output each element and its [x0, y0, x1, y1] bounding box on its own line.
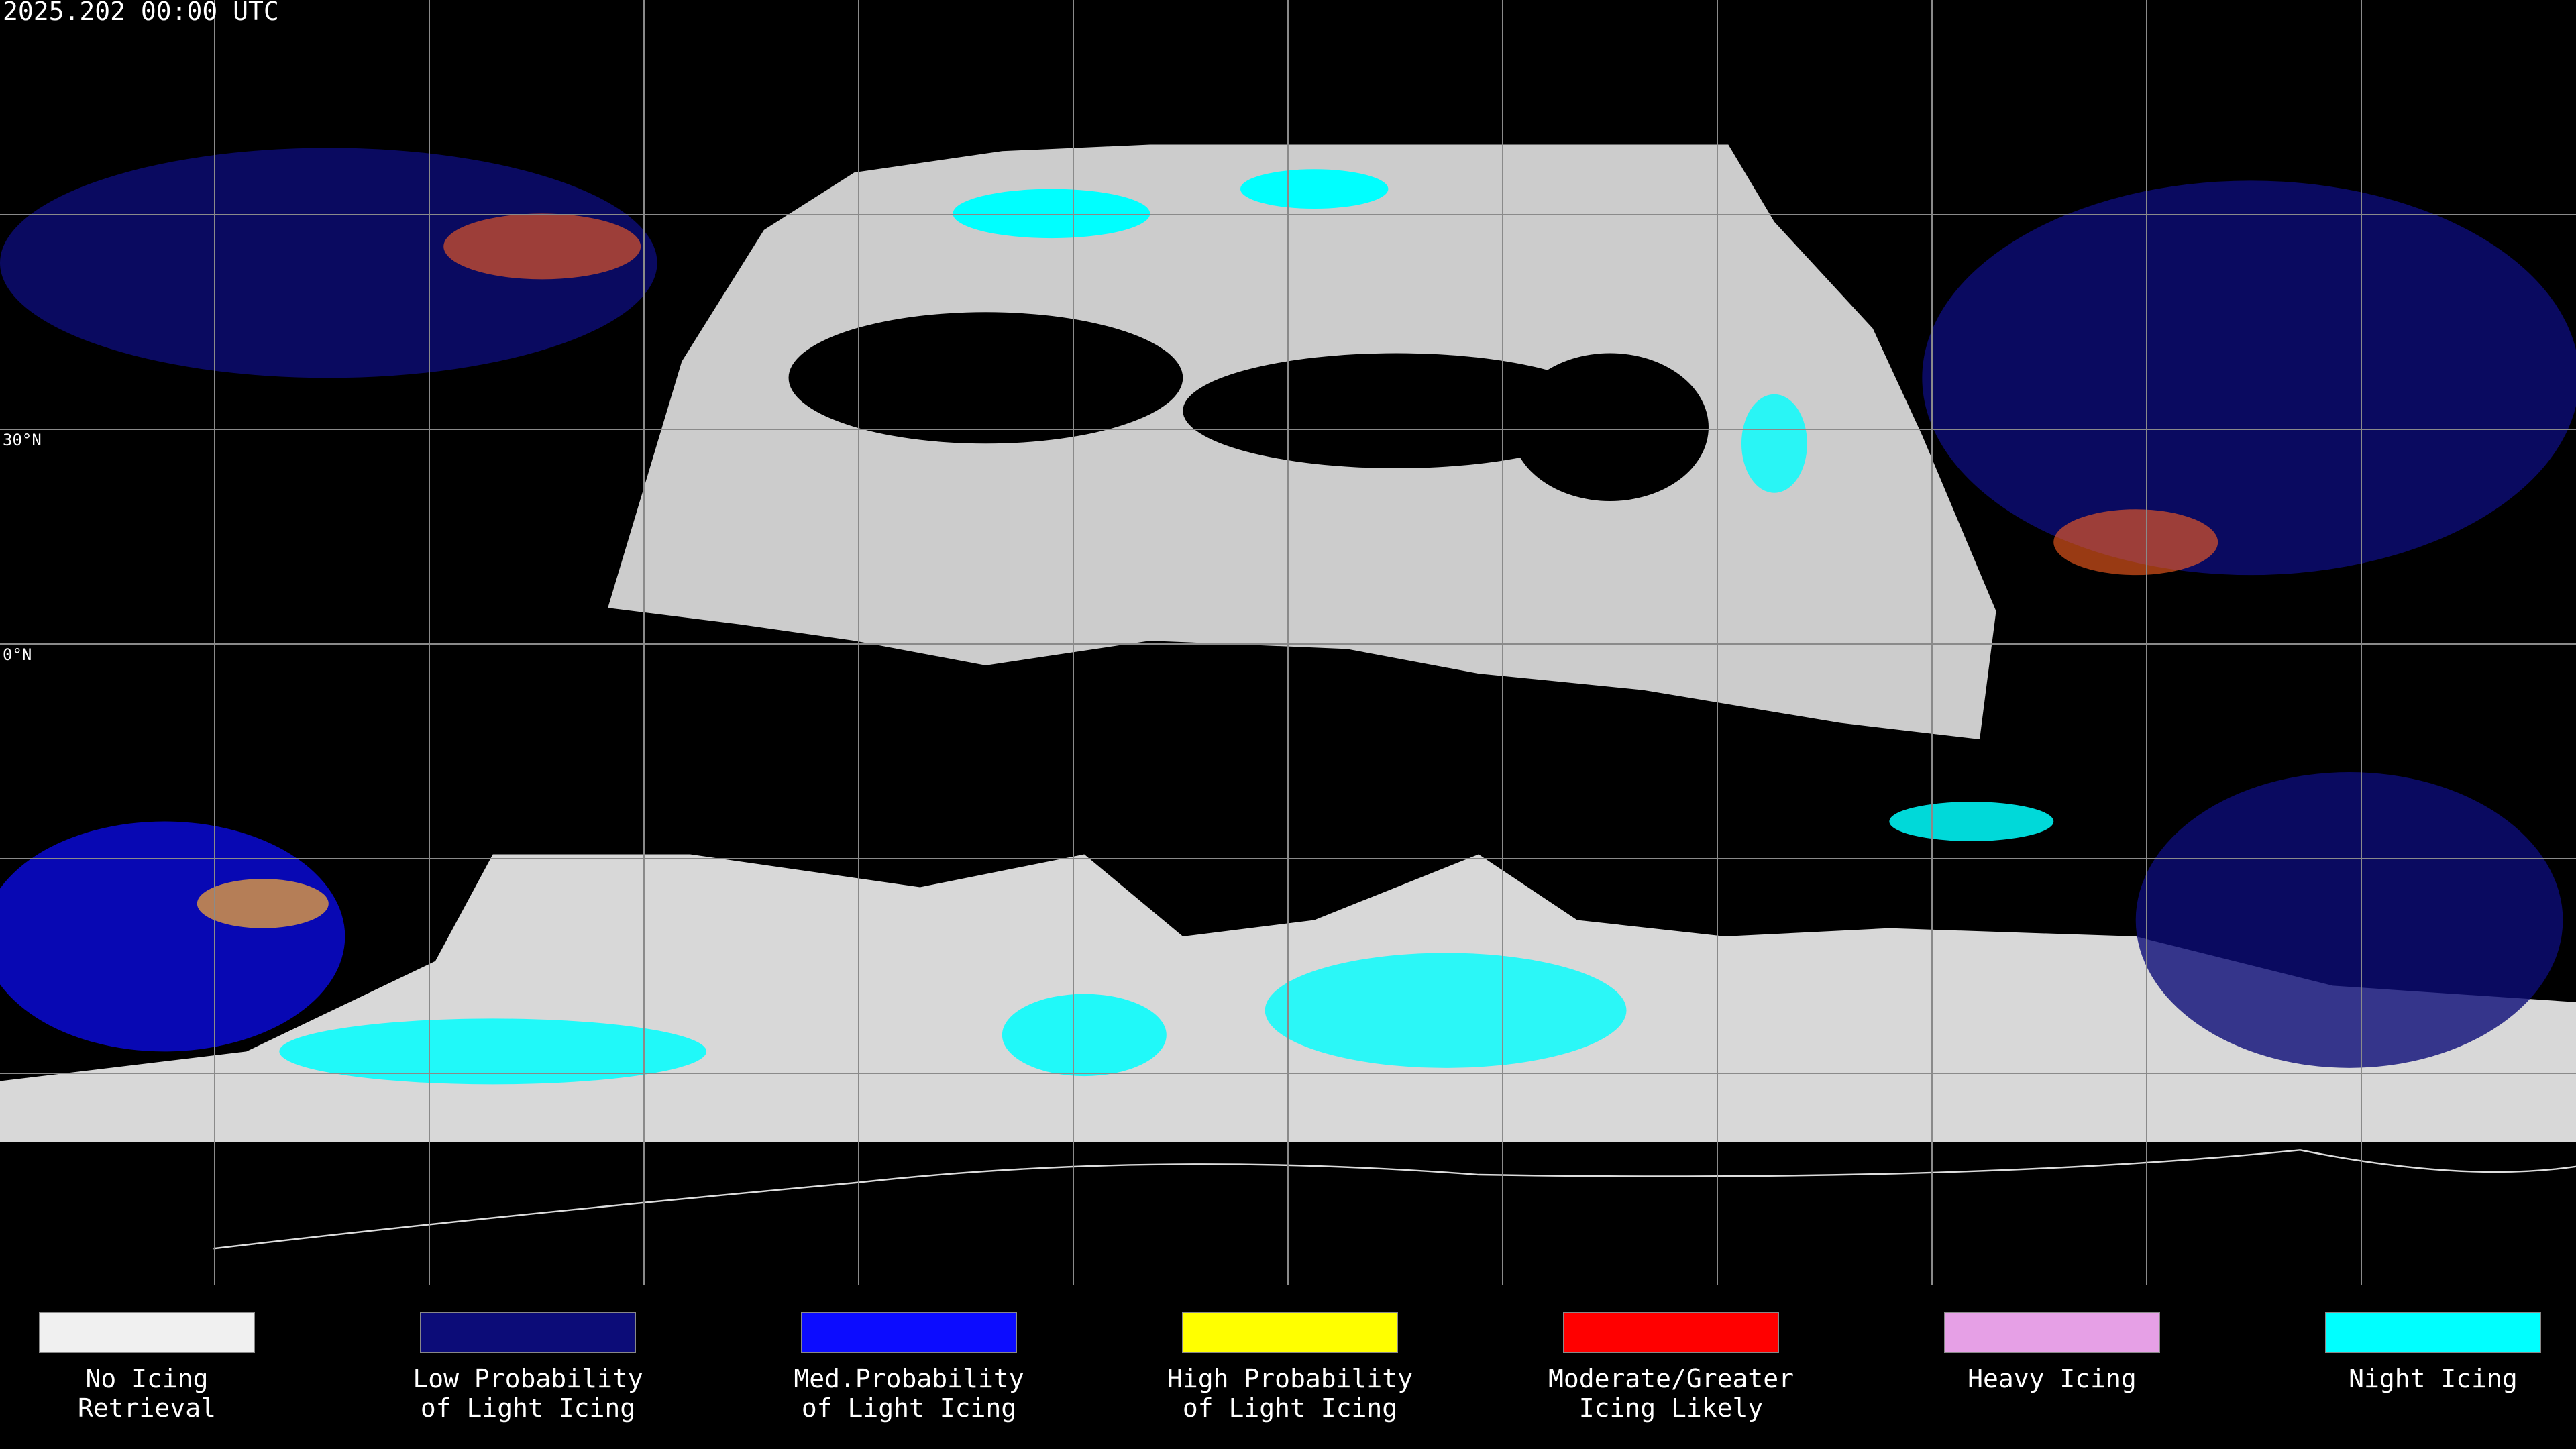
legend-label: Night Icing	[2349, 1364, 2518, 1393]
clear-patch	[788, 312, 1183, 444]
legend-swatch	[801, 1312, 1017, 1353]
icing-patch	[0, 821, 345, 1052]
lat-label: 30°N	[3, 431, 42, 449]
night-patch	[1240, 169, 1389, 209]
timestamp: 2025.202 00:00 UTC	[3, 0, 279, 26]
legend-swatch	[420, 1312, 636, 1353]
legend-label: Moderate/Greater	[1548, 1364, 1794, 1393]
clear-patch	[1511, 353, 1709, 501]
night-patch	[953, 189, 1150, 239]
legend-label: of Light Icing	[1183, 1393, 1397, 1423]
night-patch	[1889, 802, 2054, 841]
legend-label: Med.Probability	[794, 1364, 1024, 1393]
icing-patch	[1922, 180, 2576, 576]
graticule	[0, 0, 2576, 1285]
legend-label: Icing Likely	[1579, 1393, 1764, 1423]
icing-patch	[0, 148, 657, 378]
coastline	[213, 1149, 2576, 1250]
icing-patch	[197, 879, 329, 928]
legend-label: No Icing	[85, 1364, 208, 1393]
legend-label: High Probability	[1167, 1364, 1413, 1393]
night-patch	[1002, 994, 1167, 1077]
legend-label: Low Probability	[413, 1364, 643, 1393]
icing-patch	[2135, 772, 2563, 1068]
legend-label: Retrieval	[78, 1393, 216, 1423]
legend-label: Heavy Icing	[1968, 1364, 2137, 1393]
legend-swatch	[1944, 1312, 2160, 1353]
legend-swatch	[1563, 1312, 1779, 1353]
night-patch	[1265, 953, 1627, 1068]
legend-swatch	[2325, 1312, 2541, 1353]
icing-patch	[2053, 509, 2218, 576]
legend-label: of Light Icing	[421, 1393, 635, 1423]
icing-patch	[443, 213, 641, 280]
legend-swatch	[39, 1312, 255, 1353]
legend-label: of Light Icing	[802, 1393, 1016, 1423]
night-patch	[279, 1018, 707, 1085]
lat-label: 0°N	[3, 645, 32, 664]
night-patch	[1741, 394, 1807, 493]
legend-swatch	[1182, 1312, 1398, 1353]
